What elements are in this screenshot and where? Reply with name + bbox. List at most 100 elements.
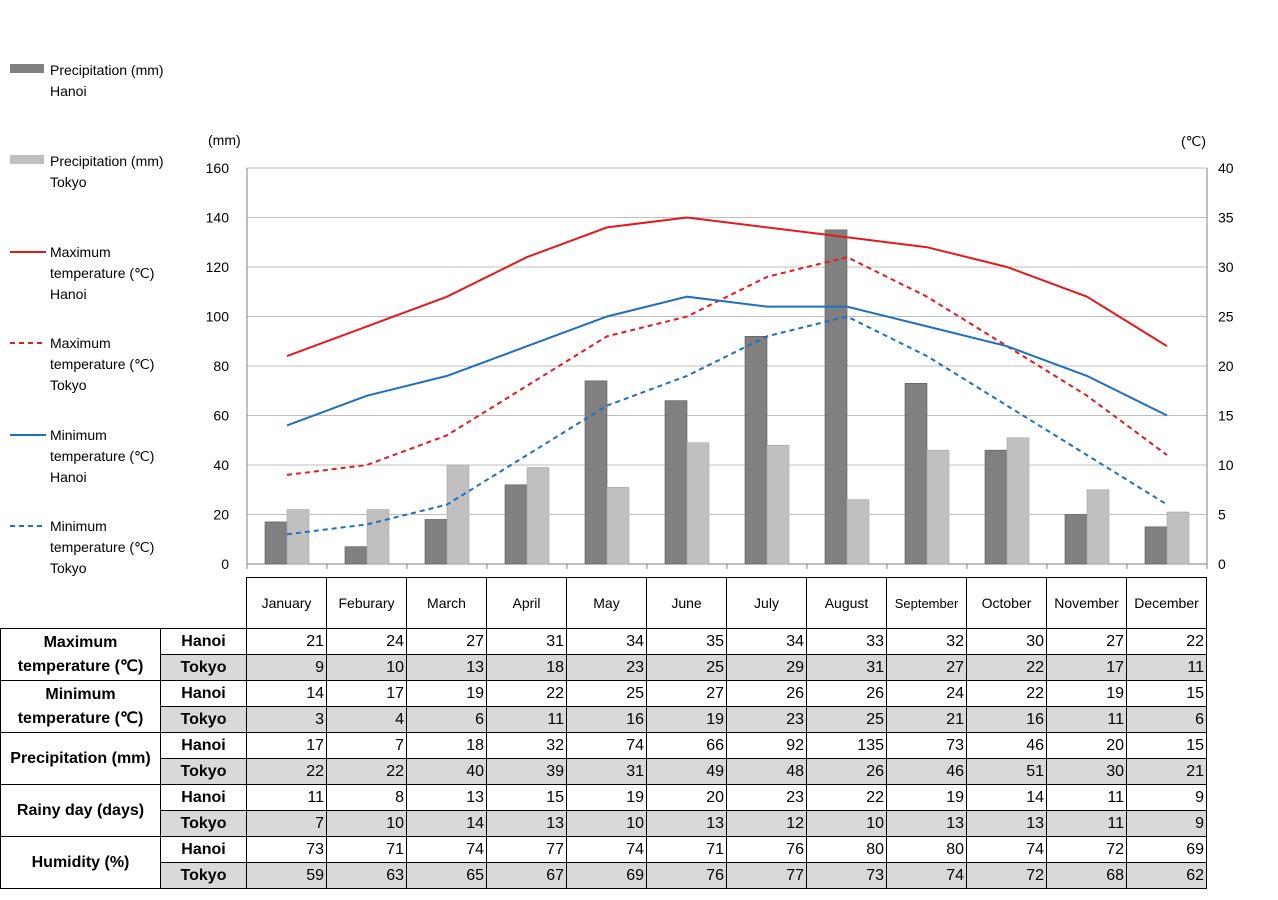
table-cell: 92 <box>727 733 807 759</box>
table-cell: 14 <box>247 681 327 707</box>
right-tick-label: 10 <box>1218 457 1234 473</box>
table-cell: 16 <box>967 707 1047 733</box>
table-cell: 9 <box>247 655 327 681</box>
city-label: Tokyo <box>161 759 247 785</box>
left-tick-label: 60 <box>213 408 229 424</box>
table-cell: 25 <box>807 707 887 733</box>
metric-label: Maximum temperature (℃) <box>1 629 161 681</box>
city-label: Tokyo <box>161 655 247 681</box>
table-cell: 3 <box>247 707 327 733</box>
table-cell: 11 <box>1047 707 1127 733</box>
precip-bar <box>847 500 869 564</box>
table-cell: 13 <box>407 785 487 811</box>
table-cell: 22 <box>967 655 1047 681</box>
table-cell: 76 <box>727 837 807 863</box>
table-cell: 73 <box>887 733 967 759</box>
precip-bar <box>687 443 709 564</box>
table-cell: 16 <box>567 707 647 733</box>
right-y-axis: (℃) 0 5 10 15 20 25 30 35 40 <box>1181 133 1234 572</box>
legend-swatch <box>10 64 44 73</box>
month-header: September <box>887 578 967 629</box>
table-cell: 13 <box>967 811 1047 837</box>
city-label: Tokyo <box>161 863 247 889</box>
table-cell: 6 <box>407 707 487 733</box>
temperature-series-line <box>287 317 1167 535</box>
precip-bar <box>745 336 767 564</box>
table-row: Tokyo 9 10 13 18 23 25 29 31 27 22 17 11 <box>1 655 1207 681</box>
precipitation-bars <box>265 230 1189 564</box>
table-cell: 74 <box>407 837 487 863</box>
table-cell: 72 <box>1047 837 1127 863</box>
table-cell: 10 <box>327 655 407 681</box>
table-header-row: January Feburary March April May June July Augu… <box>1 578 1207 629</box>
left-tick-label: 0 <box>221 556 229 572</box>
table-corner-blank <box>1 578 247 629</box>
table-cell: 32 <box>887 629 967 655</box>
precip-bar <box>1167 512 1189 564</box>
month-header: July <box>727 578 807 629</box>
left-tick-label: 80 <box>213 358 229 374</box>
precip-bar <box>905 383 927 564</box>
metric-label: Minimum temperature (℃) <box>1 681 161 733</box>
right-tick-label: 40 <box>1218 160 1234 176</box>
table-cell: 77 <box>727 863 807 889</box>
legend-label: Tokyo <box>50 174 87 190</box>
left-y-axis: (mm) 0 20 40 60 80 100 120 140 160 <box>206 132 247 572</box>
table-cell: 11 <box>247 785 327 811</box>
table-cell: 11 <box>1127 655 1207 681</box>
table-cell: 74 <box>967 837 1047 863</box>
table-cell: 65 <box>407 863 487 889</box>
precip-bar <box>505 485 527 564</box>
chart-legend: Precipitation (mm) Hanoi Precipitation (mm… <box>10 62 164 576</box>
table-cell: 31 <box>567 759 647 785</box>
table-cell: 21 <box>1127 759 1207 785</box>
table-row: Rainy day (days) Hanoi 11 8 13 15 19 20 23 22 19 14… <box>1 785 1207 811</box>
month-header: June <box>647 578 727 629</box>
table-cell: 49 <box>647 759 727 785</box>
left-tick-label: 140 <box>206 210 230 226</box>
legend-label: Precipitation (mm) <box>50 153 164 169</box>
table-cell: 22 <box>247 759 327 785</box>
table-cell: 74 <box>887 863 967 889</box>
table-cell: 69 <box>1127 837 1207 863</box>
table-cell: 35 <box>647 629 727 655</box>
table-cell: 80 <box>887 837 967 863</box>
table-cell: 15 <box>1127 733 1207 759</box>
table-cell: 29 <box>727 655 807 681</box>
city-label: Hanoi <box>161 681 247 707</box>
table-cell: 13 <box>407 655 487 681</box>
table-cell: 27 <box>647 681 727 707</box>
table-cell: 59 <box>247 863 327 889</box>
left-tick-label: 160 <box>206 160 230 176</box>
table-cell: 30 <box>967 629 1047 655</box>
city-label: Hanoi <box>161 785 247 811</box>
table-cell: 27 <box>407 629 487 655</box>
table-cell: 26 <box>807 759 887 785</box>
table-cell: 11 <box>1047 785 1127 811</box>
precip-bar <box>665 401 687 564</box>
table-cell: 31 <box>807 655 887 681</box>
month-header: May <box>567 578 647 629</box>
table-cell: 46 <box>887 759 967 785</box>
precip-bar <box>927 450 949 564</box>
table-cell: 17 <box>247 733 327 759</box>
month-header: August <box>807 578 887 629</box>
table-cell: 71 <box>327 837 407 863</box>
table-row: Humidity (%) Hanoi 73 71 74 77 74 71 76 80 80 74 72 6… <box>1 837 1207 863</box>
table-cell: 15 <box>487 785 567 811</box>
left-tick-label: 40 <box>213 457 229 473</box>
legend-label: temperature (℃) <box>50 539 154 555</box>
table-cell: 68 <box>1047 863 1127 889</box>
month-header: November <box>1047 578 1127 629</box>
legend-label: Maximum <box>50 244 111 260</box>
precip-bar <box>1007 438 1029 564</box>
table-cell: 32 <box>487 733 567 759</box>
table-row: Precipitation (mm) Hanoi 17 7 18 32 74 66 92 135 7… <box>1 733 1207 759</box>
precip-bar <box>527 467 549 564</box>
table-cell: 72 <box>967 863 1047 889</box>
table-cell: 22 <box>807 785 887 811</box>
metric-label: Rainy day (days) <box>1 785 161 837</box>
month-header: April <box>487 578 567 629</box>
table-cell: 21 <box>887 707 967 733</box>
table-cell: 10 <box>807 811 887 837</box>
